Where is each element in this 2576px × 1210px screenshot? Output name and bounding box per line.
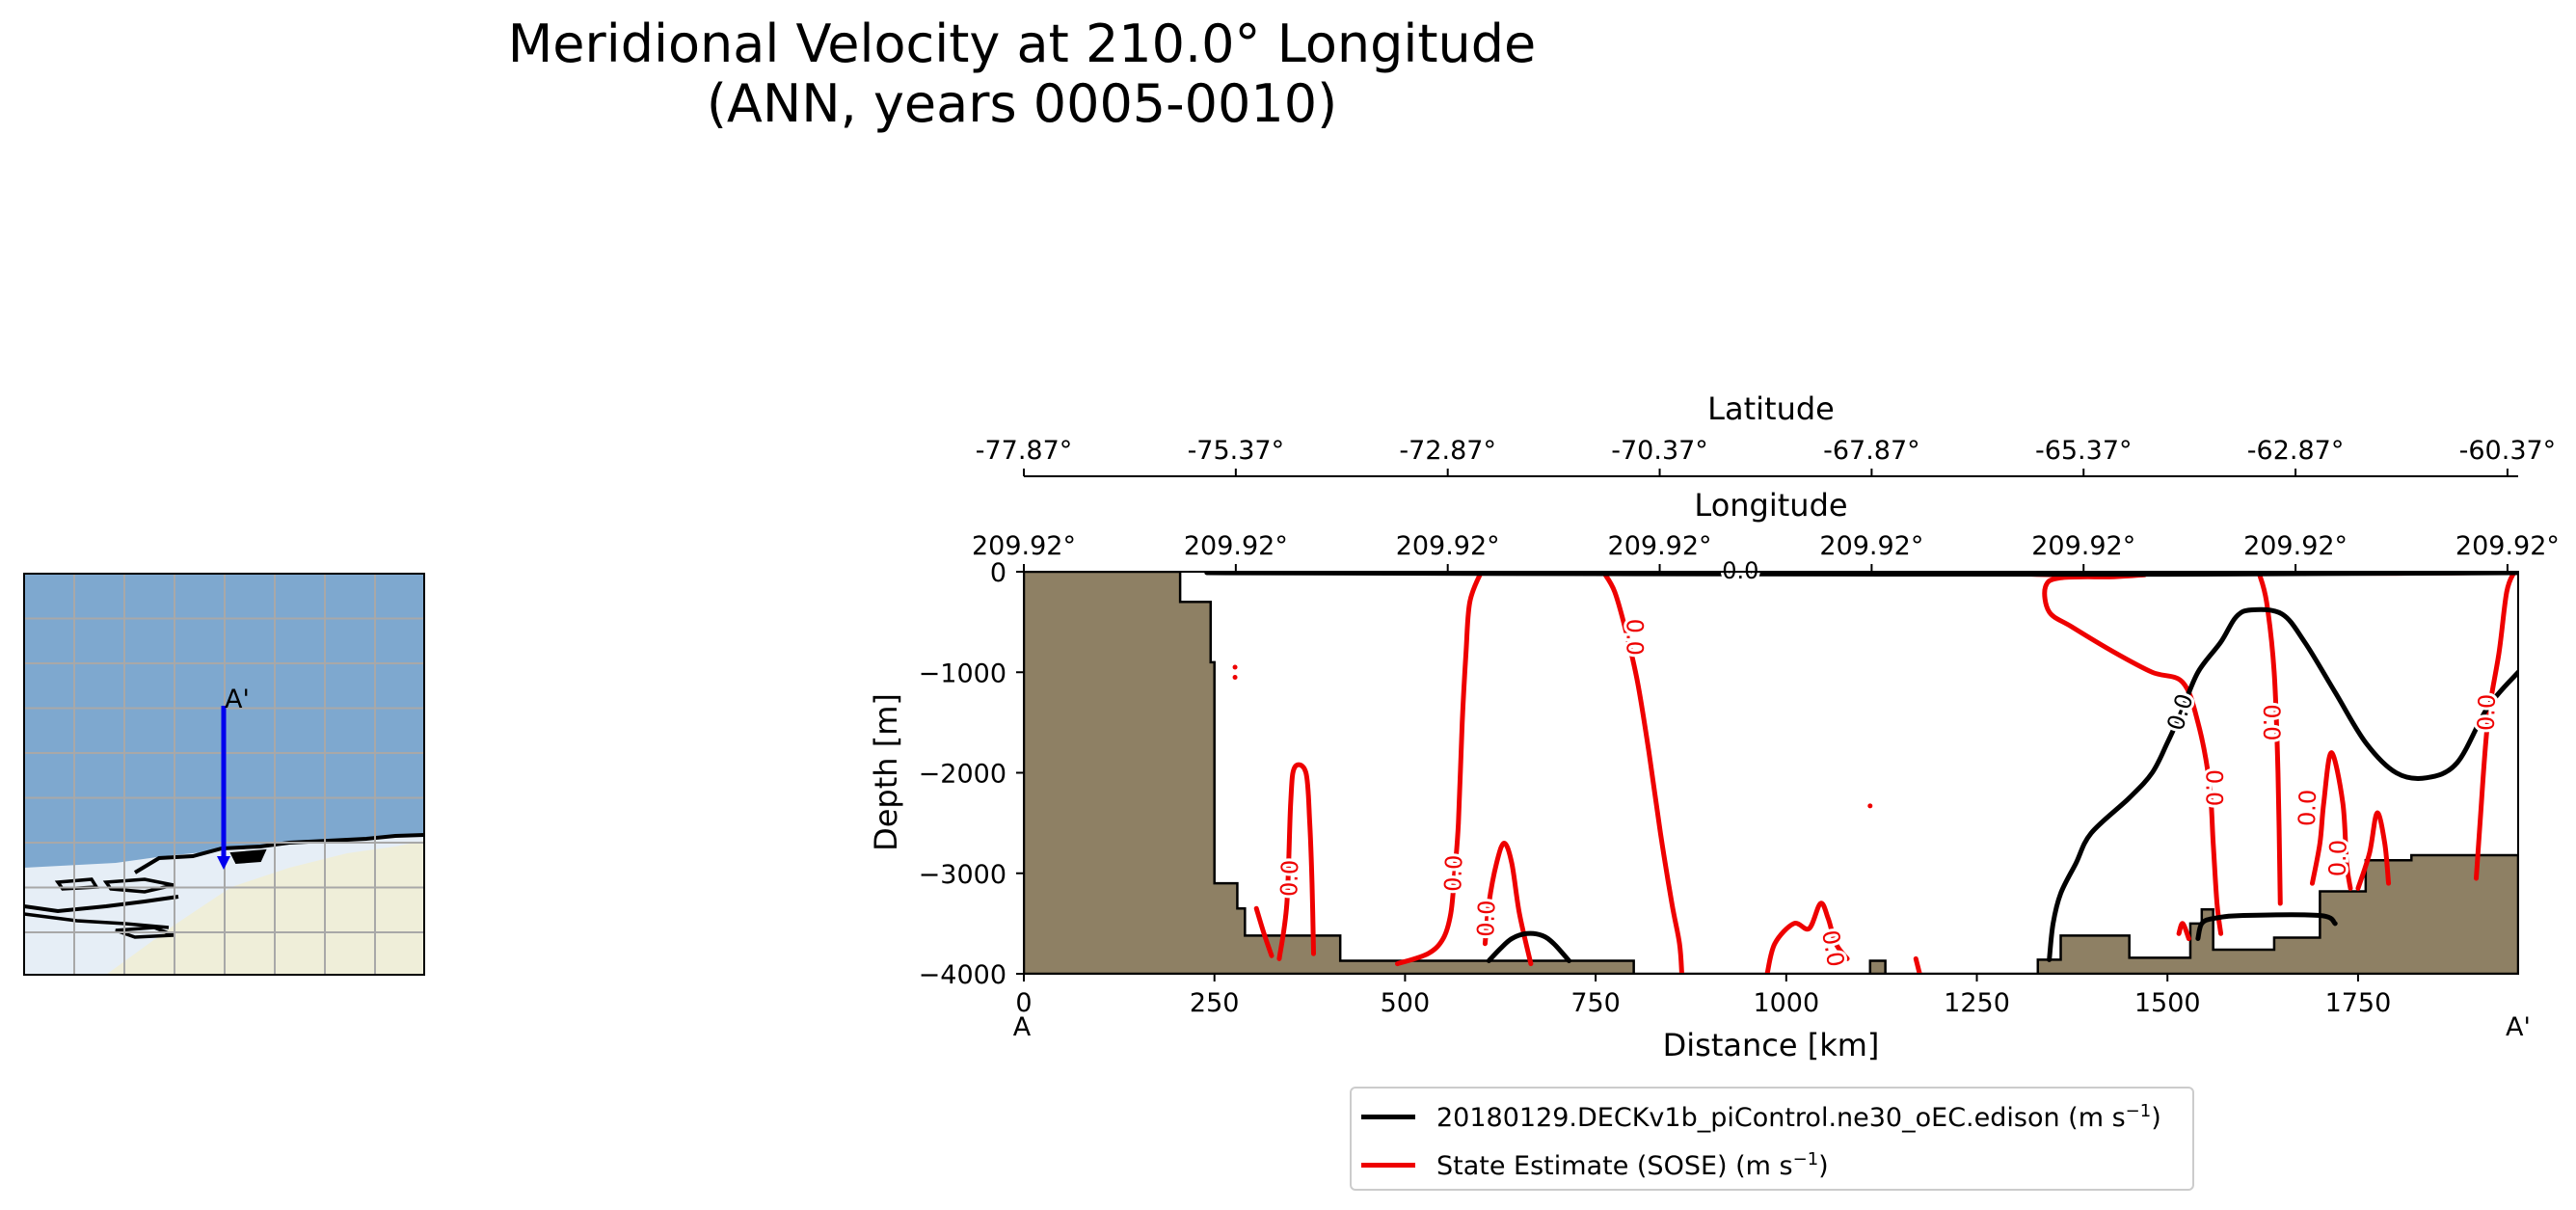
top-tick-label: 209.92° [2455, 531, 2560, 561]
x-tick-label: 500 [1381, 988, 1431, 1018]
model-contours [1204, 572, 2518, 963]
contour-line [1486, 930, 1571, 963]
end-point-label: A' [2506, 1012, 2531, 1042]
chart-title-line-2: (ANN, years 0005-0010) [706, 73, 1338, 134]
top-tick-label: 209.92° [1608, 531, 1712, 561]
x-tick-label: 750 [1570, 988, 1621, 1018]
legend-swatch-sose [1361, 1162, 1415, 1168]
y-tick-label: 0 [990, 558, 1006, 588]
contour-label: 0.0 [2258, 704, 2285, 740]
top-tick-label: 209.92° [2031, 531, 2135, 561]
top-tick-label: -75.37° [1188, 436, 1285, 466]
contour-line [1913, 955, 1922, 974]
top-tick-label: 209.92° [1396, 531, 1500, 561]
contour-line [1253, 905, 1275, 958]
contour-label: 0.0 [1275, 859, 1303, 897]
chart-title-line-1: Meridional Velocity at 210.0° Longitude [507, 13, 1537, 74]
top-tick-label: 209.92° [1819, 531, 1923, 561]
contour-label: 0.0 [1472, 900, 1500, 937]
legend-label-sose: State Estimate (SOSE) (m s−1) [1436, 1148, 1829, 1181]
latitude-axis-label: Latitude [1707, 390, 1835, 427]
x-tick-label: 1250 [1944, 988, 2010, 1018]
contour-line [2047, 606, 2518, 962]
latitude-axis-ticks: -77.87° -75.37° -72.87° -70.37° -67.87° -65.3… [976, 436, 2556, 476]
y-tick-label: −4000 [919, 960, 1006, 990]
map-coastline [229, 848, 267, 865]
map-coastline [24, 895, 179, 914]
contour-label: 0.0 [2201, 769, 2228, 806]
contour-line [2256, 572, 2283, 906]
contour-line [2176, 921, 2191, 942]
inset-map: A' [23, 573, 425, 976]
blue-arrow-icon [217, 856, 230, 870]
legend-label-model: 20180129.DECKv1b_piControl.ne30_oEC.edis… [1436, 1100, 2161, 1133]
x-tick-label: 0 [1015, 988, 1032, 1018]
contour-label: 0.0 [1439, 854, 1467, 892]
top-tick-label: 209.92° [1184, 531, 1288, 561]
contour-line [2355, 810, 2392, 891]
y-tick-label: −3000 [919, 860, 1006, 890]
y-axis-ticks: 0 −1000 −2000 −3000 −4000 [919, 558, 1024, 990]
map-frame [23, 573, 425, 976]
map-point-label: A' [225, 685, 250, 714]
contour-line [1204, 572, 2518, 578]
contour-line [1276, 762, 1317, 961]
contour-label: 0.0 [2294, 789, 2321, 826]
contour-line [2474, 572, 2517, 881]
top-tick-label: -72.87° [1399, 436, 1496, 466]
top-tick-label: -65.37° [2035, 436, 2133, 466]
x-tick-label: 1000 [1753, 988, 1819, 1018]
map-land [106, 841, 424, 975]
x-tick-label: 1750 [2325, 988, 2392, 1018]
x-tick-label: 1500 [2134, 988, 2201, 1018]
contour-label: 0.0 [2324, 840, 2352, 877]
contour-dot [1232, 674, 1238, 680]
longitude-axis-label: Longitude [1694, 487, 1847, 524]
contour-line [2195, 912, 2338, 942]
start-point-label: A [1013, 1012, 1032, 1042]
contour-line [2309, 750, 2353, 891]
plot-area: 0.00.00.0 0.00.00.00.00.00.00.00.00.0 0 25… [868, 390, 2560, 1063]
contour-dot [1232, 664, 1238, 670]
contour-label: 0.0 [1622, 619, 1649, 656]
top-tick-label: -67.87° [1823, 436, 1920, 466]
top-tick-label: -70.37° [1611, 436, 1708, 466]
contour-line [1764, 901, 1850, 974]
x-tick-label: 250 [1190, 988, 1240, 1018]
legend-swatch-model [1361, 1114, 1415, 1119]
contour-line [1395, 572, 1484, 967]
map-coastline [24, 912, 170, 929]
legend: 20180129.DECKv1b_piControl.ne30_oEC.edis… [1350, 1087, 2194, 1191]
top-tick-label: 209.92° [972, 531, 1076, 561]
top-tick-label: -60.37° [2459, 436, 2557, 466]
contour-line [2042, 572, 2224, 936]
top-tick-label: 209.92° [2243, 531, 2348, 561]
y-tick-label: −1000 [919, 659, 1006, 688]
contour-dot [1867, 803, 1873, 809]
top-tick-label: -62.87° [2247, 436, 2345, 466]
y-axis-label: Depth [m] [868, 693, 904, 851]
top-tick-label: -77.87° [976, 436, 1073, 466]
x-axis-label: Distance [km] [1663, 1027, 1880, 1063]
contour-label: 0.0 [2473, 693, 2501, 731]
contour-line [1600, 572, 1684, 974]
legend-entry-model: 20180129.DECKv1b_piControl.ne30_oEC.edis… [1361, 1097, 2161, 1136]
bathymetry-land [1024, 572, 2518, 974]
contour-line [1482, 840, 1534, 967]
x-axis-ticks: 0 250 500 750 1000 1250 1500 1750 [1015, 974, 2391, 1018]
legend-entry-sose: State Estimate (SOSE) (m s−1) [1361, 1145, 1829, 1184]
longitude-axis-ticks: 209.92° 209.92° 209.92° 209.92° 209.92° 209.9… [972, 531, 2560, 572]
y-tick-label: −2000 [919, 760, 1006, 790]
